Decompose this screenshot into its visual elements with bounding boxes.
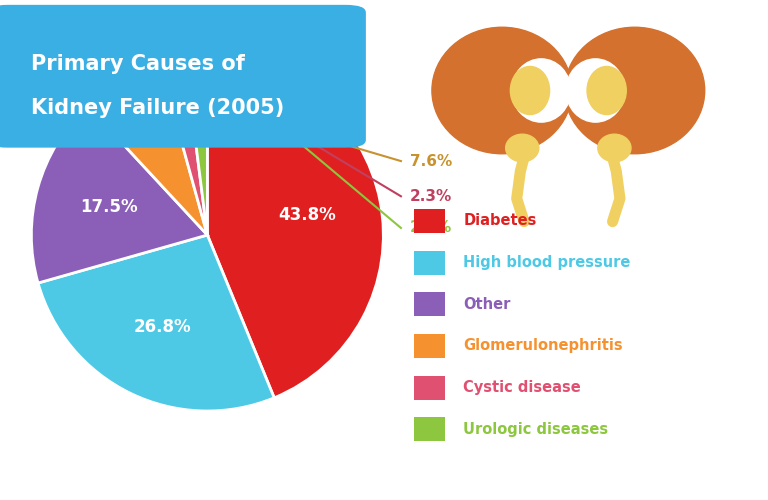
Text: © TheDiabetesCouncil.com: © TheDiabetesCouncil.com <box>247 470 521 488</box>
Ellipse shape <box>432 27 572 154</box>
Wedge shape <box>185 59 207 235</box>
Text: 2.0%: 2.0% <box>410 220 452 236</box>
Ellipse shape <box>564 27 705 154</box>
Ellipse shape <box>505 134 539 162</box>
Ellipse shape <box>587 66 626 114</box>
Text: Urologic diseases: Urologic diseases <box>463 422 608 436</box>
Wedge shape <box>88 66 207 235</box>
FancyBboxPatch shape <box>414 209 445 233</box>
Text: 43.8%: 43.8% <box>279 206 336 224</box>
Text: Glomerulonephritis: Glomerulonephritis <box>463 338 623 353</box>
Text: 2.3%: 2.3% <box>410 189 452 204</box>
Text: 17.5%: 17.5% <box>81 198 138 216</box>
FancyBboxPatch shape <box>414 334 445 358</box>
Ellipse shape <box>511 59 571 122</box>
Wedge shape <box>161 60 207 235</box>
Wedge shape <box>31 106 207 283</box>
Text: Cystic disease: Cystic disease <box>463 380 581 395</box>
Ellipse shape <box>566 59 625 122</box>
Text: 26.8%: 26.8% <box>134 318 191 336</box>
FancyBboxPatch shape <box>0 5 366 148</box>
Wedge shape <box>207 59 383 398</box>
Ellipse shape <box>511 66 550 114</box>
Wedge shape <box>38 235 274 411</box>
Text: High blood pressure: High blood pressure <box>463 255 631 270</box>
Ellipse shape <box>598 134 631 162</box>
Text: 7.6%: 7.6% <box>410 154 452 168</box>
Text: Kidney Failure (2005): Kidney Failure (2005) <box>31 98 285 118</box>
Text: Other: Other <box>463 296 511 312</box>
FancyBboxPatch shape <box>414 376 445 400</box>
FancyBboxPatch shape <box>414 251 445 274</box>
Text: Primary Causes of: Primary Causes of <box>31 54 245 74</box>
FancyBboxPatch shape <box>414 292 445 316</box>
Text: Diabetes: Diabetes <box>463 214 537 228</box>
FancyBboxPatch shape <box>414 418 445 441</box>
